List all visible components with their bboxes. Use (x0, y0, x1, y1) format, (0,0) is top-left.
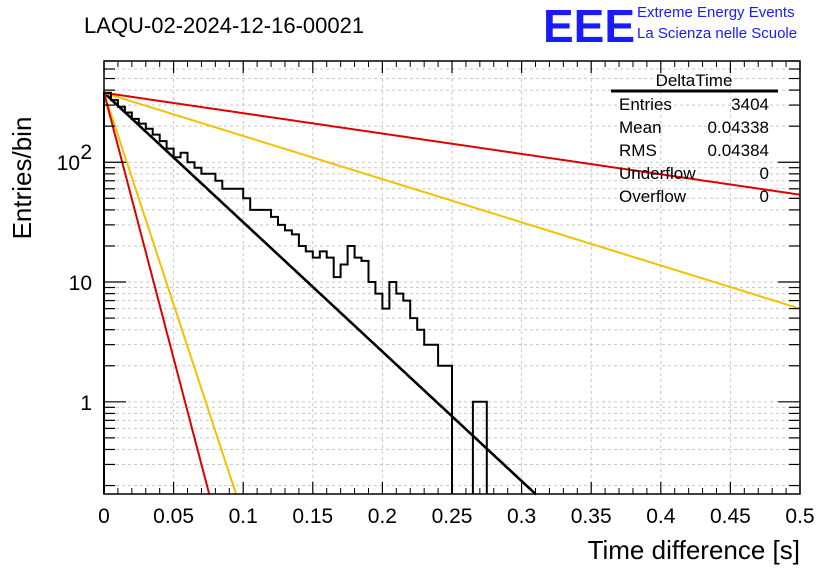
run-title: LAQU-02-2024-12-16-00021 (84, 13, 364, 38)
histogram-outline (103, 91, 488, 494)
stats-row-value: 0.04384 (708, 141, 769, 160)
stats-title: DeltaTime (656, 71, 733, 90)
x-tick-label: 0.05 (153, 505, 194, 528)
x-tick-label: 0.3 (507, 505, 536, 528)
logo-line-1: Extreme Energy Events (637, 4, 795, 21)
x-tick-label: 0.15 (292, 505, 333, 528)
y-tick-exponent: 2 (80, 141, 92, 164)
stats-row-value: 0 (760, 164, 769, 183)
histogram-bars (103, 91, 488, 494)
stats-row-label: Underflow (619, 164, 696, 183)
stats-box: DeltaTime Entries 3404 Mean 0.04338 RMS 0.043… (611, 71, 778, 206)
x-tick-label: 0.35 (571, 505, 612, 528)
fit-curve (103, 91, 801, 196)
y-tick-label: 1 (80, 392, 92, 415)
stats-row-label: RMS (619, 141, 657, 160)
stats-row-value: 3404 (731, 95, 769, 114)
stats-row-label: Mean (619, 118, 662, 137)
logo-text: EEE (543, 0, 635, 52)
x-tick-label: 0.2 (368, 505, 397, 528)
stats-row-label: Overflow (619, 187, 687, 206)
x-tick-label: 0.1 (229, 505, 258, 528)
fit-curve (103, 92, 237, 495)
axis-ticks: 0 0.05 0.1 0.15 0.2 0.25 0.3 0.35 0.4 0.45 0.5 1 10 1… (57, 60, 815, 528)
x-tick-label: 0.4 (646, 505, 676, 528)
stats-row-label: Entries (619, 95, 672, 114)
fit-curve (103, 91, 801, 310)
x-tick-label: 0 (98, 505, 110, 528)
y-axis-label: Entries/bin (7, 117, 37, 240)
stats-rows: Entries 3404 Mean 0.04338 RMS 0.04384 Underflo… (619, 95, 769, 206)
x-tick-label: 0.25 (432, 505, 473, 528)
x-tick-label: 0.45 (710, 505, 751, 528)
eee-logo: EEE Extreme Energy Events La Scienza nel… (543, 0, 797, 52)
fit-curves (103, 91, 801, 496)
y-tick-label: 10 (69, 272, 92, 295)
fit-curve (103, 92, 211, 495)
stats-row-value: 0.04338 (708, 118, 769, 137)
x-tick-label: 0.5 (785, 505, 814, 528)
y-tick-label: 10 (57, 152, 80, 175)
x-axis-label: Time difference [s] (588, 535, 800, 565)
logo-line-2: La Scienza nelle Scuole (637, 25, 797, 42)
fit-curve (103, 91, 537, 496)
stats-row-value: 0 (760, 187, 769, 206)
